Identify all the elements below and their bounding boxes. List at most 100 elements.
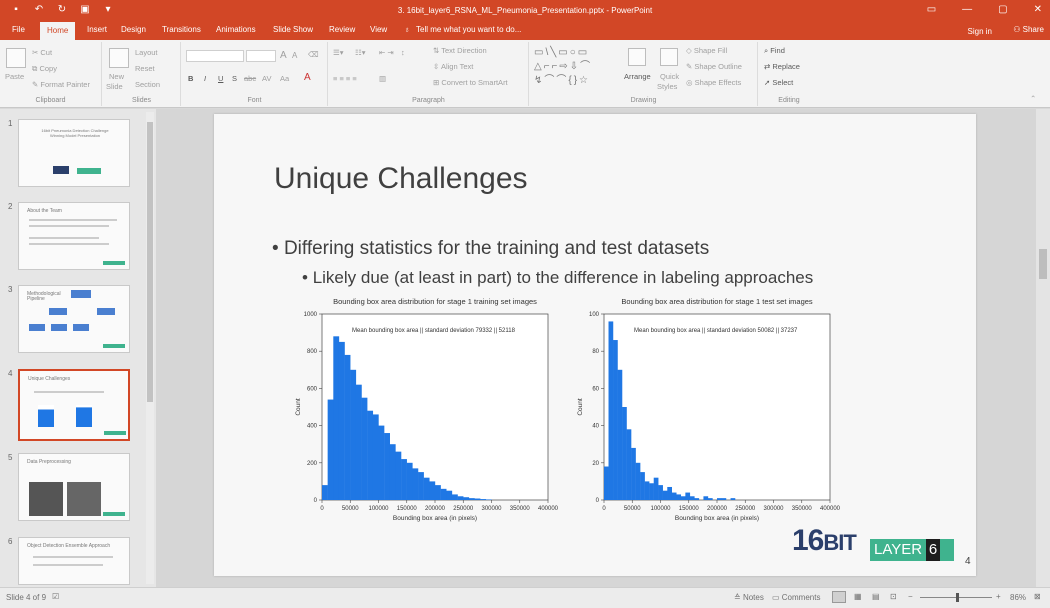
line-spacing-icon[interactable]: ↕ [401, 48, 405, 57]
tab-view[interactable]: View [370, 25, 388, 34]
slide-thumbnail-3[interactable]: Methodological Pipeline [18, 285, 130, 353]
ribbon-display-options-icon[interactable]: ▭ [926, 4, 937, 15]
bullets-icon[interactable]: ☰▾ [333, 48, 344, 57]
zoom-in-icon[interactable]: + [996, 592, 1001, 601]
quick-styles-button[interactable]: Quick [660, 72, 680, 81]
current-slide[interactable]: Unique Challenges • Differing statistics… [214, 114, 976, 576]
align-text-button[interactable]: ⇳ Align Text [433, 62, 474, 71]
save-icon[interactable]: ▪ [14, 4, 18, 15]
slide-thumbnail-5[interactable]: Data Preprocessing [18, 453, 130, 521]
slide-thumbnail-1[interactable]: 16bit Pneumonia Detection Challenge Winn… [18, 119, 130, 187]
tell-me-box[interactable]: Tell me what you want to do... [416, 25, 522, 34]
slide-scrollbar[interactable] [1036, 109, 1050, 587]
tab-insert[interactable]: Insert [87, 25, 108, 34]
zoom-level[interactable]: 86% [1010, 593, 1027, 602]
format-painter-button[interactable]: ✎ Format Painter [32, 80, 90, 89]
tab-slide-show[interactable]: Slide Show [273, 25, 314, 34]
tab-animations[interactable]: Animations [216, 25, 256, 34]
quick-styles-button-line2[interactable]: Styles [657, 82, 678, 91]
thumbnail-xray-image [29, 482, 63, 516]
training-histogram-chart[interactable]: Bounding box area distribution for stage… [292, 294, 574, 524]
character-spacing-button[interactable]: AV [262, 74, 272, 83]
section-button[interactable]: Section [135, 80, 161, 89]
thumbnails-scrollbar[interactable] [146, 112, 154, 584]
zoom-slider-thumb[interactable] [956, 593, 959, 602]
convert-smartart-button[interactable]: ⊞ Convert to SmartArt [433, 78, 508, 87]
shadow-button[interactable]: S [232, 74, 238, 83]
test-histogram-chart[interactable]: Bounding box area distribution for stage… [574, 294, 854, 524]
columns-icon[interactable]: ▥ [379, 74, 387, 83]
minimize-button[interactable]: — [962, 4, 973, 15]
histogram-bar [350, 369, 357, 500]
strikethrough-button[interactable]: abc [244, 74, 257, 83]
shape-effects-button[interactable]: ◎ Shape Effects [686, 78, 742, 87]
clear-formatting-icon[interactable]: ⌫ [308, 50, 319, 59]
shrink-font-button[interactable]: A [292, 51, 298, 60]
arrange-button[interactable]: Arrange [624, 72, 651, 81]
slideshow-view-icon[interactable]: ⊡ [890, 592, 897, 601]
shapes-gallery[interactable]: ▭\╲▭○▭ △⌐⌐⇨⇩⌒ ↯⌒⌒{}☆ [534, 47, 593, 86]
share-button[interactable]: ⚇ Share [1013, 25, 1044, 34]
histogram-bar [389, 444, 396, 500]
text-direction-button[interactable]: ⇅ Text Direction [433, 46, 487, 55]
find-button[interactable]: ⌕ Find [764, 46, 785, 56]
shape-outline-button[interactable]: ✎ Shape Outline [686, 62, 742, 71]
spell-check-icon[interactable]: ☑ [52, 592, 60, 601]
undo-icon[interactable]: ↶ [34, 4, 44, 15]
grow-font-button[interactable]: A [280, 50, 287, 61]
bullet-level-1[interactable]: • Differing statistics for the training … [272, 238, 710, 259]
sign-in-link[interactable]: Sign in [967, 27, 992, 36]
slide-sorter-icon[interactable]: ▦ [854, 592, 862, 601]
new-slide-button[interactable]: New [109, 72, 125, 81]
scrollbar-thumb[interactable] [1039, 249, 1047, 279]
reset-button[interactable]: Reset [135, 64, 155, 73]
share-label: Share [1022, 25, 1044, 34]
font-size-box[interactable] [246, 50, 276, 62]
histogram-bar [617, 369, 623, 500]
font-name-box[interactable] [186, 50, 244, 62]
font-color-icon[interactable]: A [304, 72, 311, 83]
italic-button[interactable]: I [204, 74, 207, 83]
start-slideshow-icon[interactable]: ▣ [80, 4, 90, 15]
change-case-button[interactable]: Aa [280, 74, 290, 83]
collapse-ribbon-icon[interactable]: ⌃ [1030, 94, 1037, 103]
scrollbar-thumb[interactable] [147, 122, 153, 402]
normal-view-icon[interactable] [832, 591, 846, 603]
layout-button[interactable]: Layout [135, 48, 158, 57]
zoom-out-icon[interactable]: − [908, 592, 913, 601]
x-tick-label: 150000 [679, 506, 700, 512]
replace-button[interactable]: ⇄ Replace [764, 62, 800, 71]
select-button[interactable]: ➚ Select [764, 78, 793, 87]
tab-file[interactable]: File [12, 25, 25, 34]
comments-button[interactable]: ▭ Comments [772, 593, 821, 602]
y-tick-label: 20 [592, 461, 599, 467]
new-slide-button-line2[interactable]: Slide [106, 82, 123, 91]
y-tick-label: 100 [589, 312, 600, 318]
redo-icon[interactable]: ↻ [57, 4, 67, 15]
notes-button[interactable]: ≙ Notes [734, 593, 764, 602]
maximize-button[interactable]: ▢ [998, 4, 1008, 15]
customize-qat-icon[interactable]: ▾ [105, 4, 111, 15]
tab-design[interactable]: Design [121, 25, 146, 34]
tab-home[interactable]: Home [40, 22, 76, 40]
shape-fill-button[interactable]: ◇ Shape Fill [686, 46, 728, 55]
slide-title[interactable]: Unique Challenges [274, 162, 528, 195]
tab-transitions[interactable]: Transitions [162, 25, 201, 34]
bullet-level-2[interactable]: • Likely due (at least in part) to the d… [302, 268, 814, 287]
align-icons[interactable]: ≡ ≡ ≡ ≡ [333, 74, 357, 83]
close-button[interactable]: ✕ [1033, 4, 1042, 15]
copy-button[interactable]: ⧉ Copy [32, 64, 57, 73]
slide-thumbnail-6[interactable]: Object Detection Ensemble Approach [18, 537, 130, 585]
cut-button[interactable]: ✂ Cut [32, 48, 53, 57]
bold-button[interactable]: B [188, 74, 194, 83]
underline-button[interactable]: U [218, 74, 224, 83]
reading-view-icon[interactable]: ▤ [872, 592, 880, 601]
indent-icons[interactable]: ⇤ ⇥ [379, 48, 394, 57]
slide-thumbnail-4[interactable]: Unique Challenges [18, 369, 130, 441]
tab-review[interactable]: Review [329, 25, 356, 34]
fit-to-window-icon[interactable]: ⊠ [1034, 592, 1041, 601]
numbering-icon[interactable]: ☷▾ [355, 48, 366, 57]
histogram-bar [480, 499, 487, 500]
slide-thumbnail-2[interactable]: About the Team [18, 202, 130, 270]
paste-button[interactable]: Paste [5, 72, 25, 81]
